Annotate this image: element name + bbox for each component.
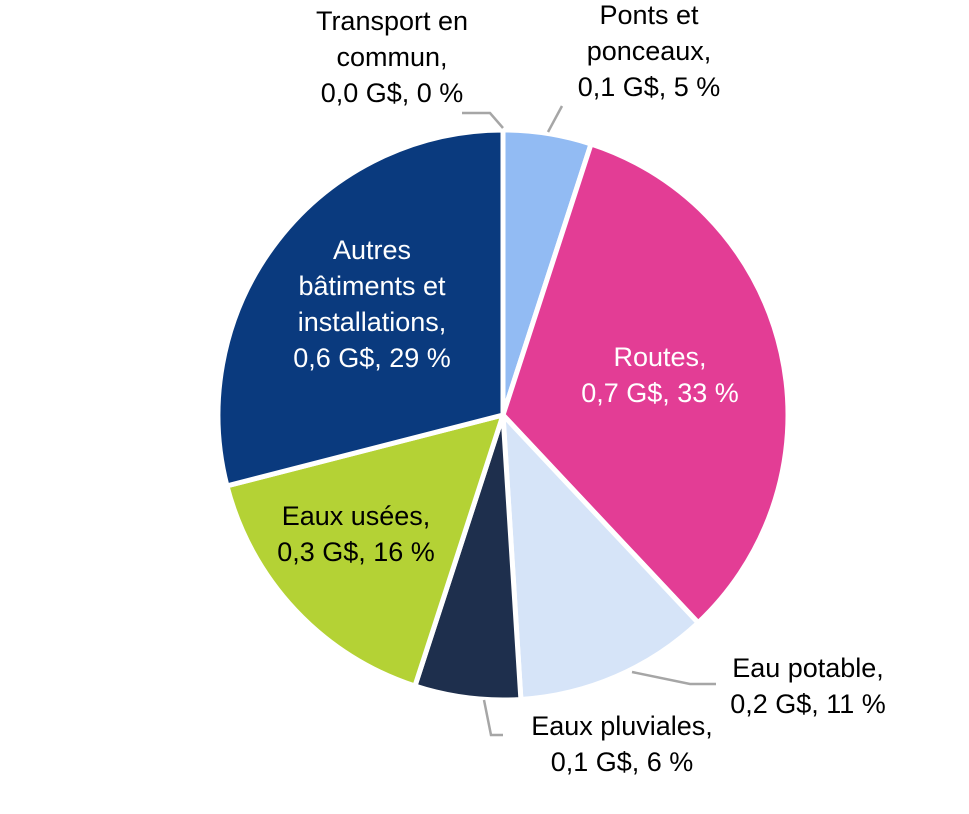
slice-routes bbox=[500, 141, 791, 626]
slice-label-line: Transport en bbox=[316, 6, 468, 36]
slice-label-line: installations, bbox=[298, 307, 447, 337]
slice-label-eaux-pluviales: Eaux pluviales, 0,1 G$, 6 % bbox=[531, 711, 713, 777]
slice-label-line: 0,0 G$, 0 % bbox=[321, 78, 464, 108]
slice-label-line: 0,1 G$, 6 % bbox=[551, 747, 694, 777]
pie-slices bbox=[215, 127, 791, 703]
slice-label-line: Ponts et bbox=[599, 0, 699, 30]
slice-label-line: Eaux pluviales, bbox=[531, 711, 713, 741]
leader-line-eau-potable bbox=[631, 670, 716, 686]
slice-label-line: commun, bbox=[336, 42, 447, 72]
leader-line-eaux-pluviales bbox=[482, 699, 503, 737]
slice-label-line: 0,6 G$, 29 % bbox=[293, 343, 451, 373]
leader-line-ponts bbox=[546, 105, 564, 133]
slice-label-line: bâtiments et bbox=[298, 271, 446, 301]
slice-label-routes: Routes, 0,7 G$, 33 % bbox=[581, 342, 739, 408]
slice-labels: Transport en commun, 0,0 G$, 0 % Ponts et po… bbox=[277, 0, 886, 777]
slice-label-line: Autres bbox=[333, 235, 411, 265]
slice-label-eaux-usees: Eaux usées, 0,3 G$, 16 % bbox=[277, 501, 435, 567]
slice-label-ponts: Ponts et ponceaux, 0,1 G$, 5 % bbox=[578, 0, 721, 102]
slice-label-line: ponceaux, bbox=[587, 36, 712, 66]
slice-label-line: 0,1 G$, 5 % bbox=[578, 72, 721, 102]
slice-label-line: 0,2 G$, 11 % bbox=[730, 689, 886, 719]
slice-eau-potable bbox=[500, 412, 701, 702]
slice-label-transport: Transport en commun, 0,0 G$, 0 % bbox=[316, 6, 468, 108]
slice-autres bbox=[215, 127, 506, 489]
slice-label-line: 0,3 G$, 16 % bbox=[277, 537, 435, 567]
leader-line-transport bbox=[462, 111, 504, 129]
slice-label-line: Routes, bbox=[613, 342, 706, 372]
slice-label-autres: Autres bâtiments et installations, 0,6 G$, … bbox=[293, 235, 451, 373]
slice-label-line: Eau potable, bbox=[732, 653, 884, 683]
leader-lines bbox=[462, 105, 716, 737]
slice-eaux-usees bbox=[224, 412, 506, 689]
slice-label-line: Eaux usées, bbox=[282, 501, 431, 531]
slice-label-line: 0,7 G$, 33 % bbox=[581, 378, 739, 408]
slice-label-eau-potable: Eau potable, 0,2 G$, 11 % bbox=[730, 653, 886, 719]
